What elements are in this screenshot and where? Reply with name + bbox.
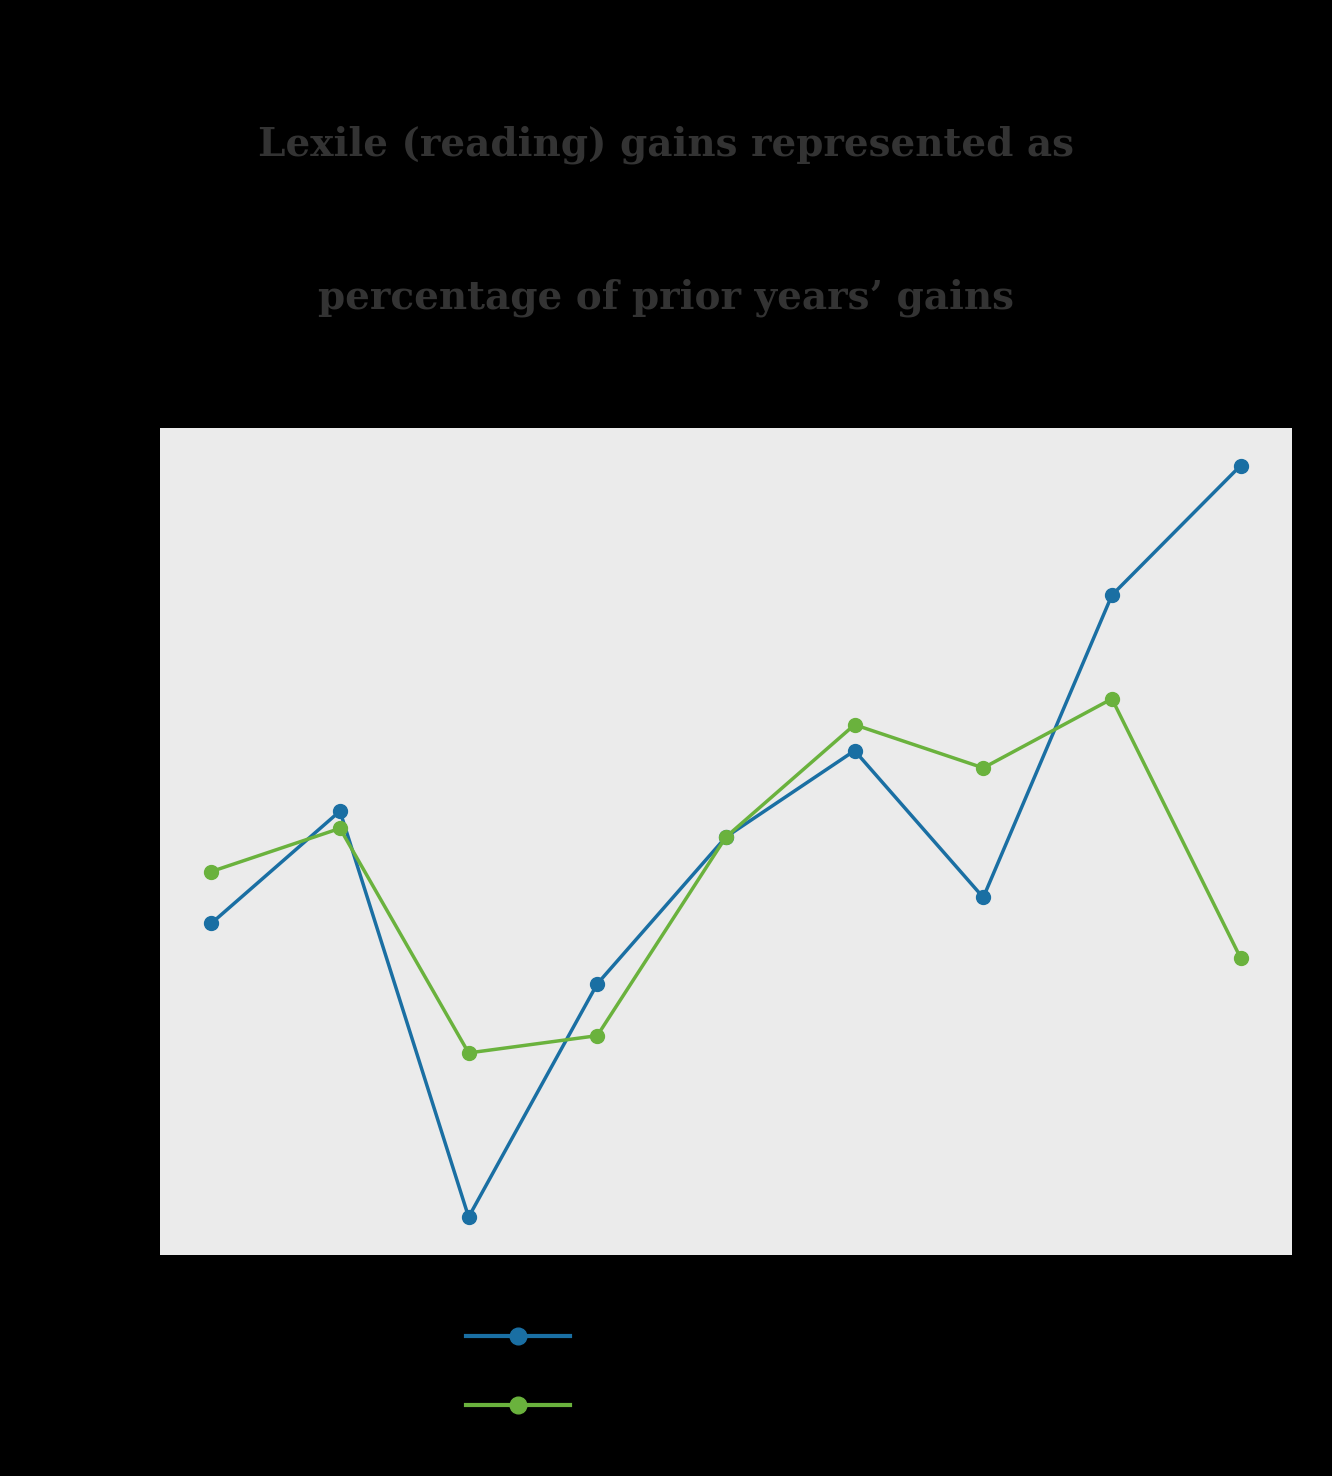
Text: percentage of prior years’ gains: percentage of prior years’ gains bbox=[318, 279, 1014, 317]
Text: Lexile (reading) gains represented as: Lexile (reading) gains represented as bbox=[258, 125, 1074, 164]
